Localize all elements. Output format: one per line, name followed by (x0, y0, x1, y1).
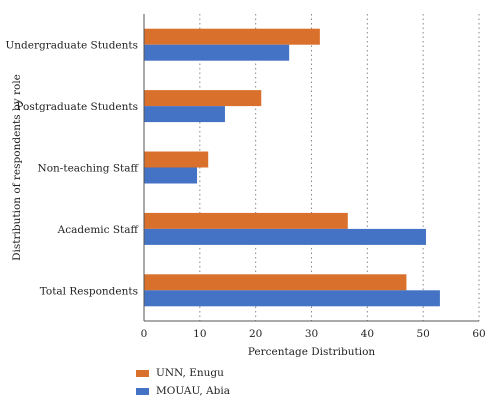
y-axis-title: Distribution of respondents by role (11, 74, 23, 261)
x-axis-title: Percentage Distribution (248, 346, 376, 358)
legend-item-mouau: MOUAU, Abia (136, 382, 230, 400)
bar-unn-4 (144, 274, 407, 291)
bar-unn-2 (144, 151, 209, 168)
axes (143, 14, 479, 322)
bar-unn-0 (144, 28, 320, 45)
x-tick-label-60: 60 (472, 328, 485, 340)
x-tick-label-40: 40 (361, 328, 374, 340)
bar-unn-1 (144, 90, 262, 107)
legend-label-mouau: MOUAU, Abia (156, 385, 230, 397)
x-tick-label-0: 0 (141, 328, 148, 340)
category-label-1: Postgraduate Students (16, 101, 138, 113)
legend-swatch-mouau (136, 387, 149, 395)
bar-mouau-2 (144, 167, 198, 184)
bars (144, 28, 440, 307)
bar-mouau-4 (144, 290, 440, 307)
bar-unn-3 (144, 212, 348, 229)
category-label-2: Non-teaching Staff (38, 163, 140, 175)
legend-item-unn: UNN, Enugu (136, 364, 230, 382)
x-tick-label-20: 20 (249, 328, 262, 340)
legend: UNN, Enugu MOUAU, Abia (136, 364, 230, 400)
bar-mouau-3 (144, 228, 426, 245)
category-label-3: Academic Staff (57, 224, 140, 236)
category-label-4: Total Respondents (40, 285, 138, 297)
bar-mouau-0 (144, 44, 290, 61)
category-label-0: Undergraduate Students (5, 40, 138, 52)
x-tick-label-10: 10 (193, 328, 206, 340)
x-tick-labels: 0 10 20 30 40 50 60 (141, 328, 486, 340)
bar-mouau-1 (144, 106, 225, 123)
x-tick-label-30: 30 (305, 328, 318, 340)
legend-label-unn: UNN, Enugu (156, 367, 224, 379)
x-tick-label-50: 50 (416, 328, 429, 340)
legend-swatch-unn (136, 369, 149, 377)
category-labels: Undergraduate Students Postgraduate Stude… (5, 40, 139, 298)
